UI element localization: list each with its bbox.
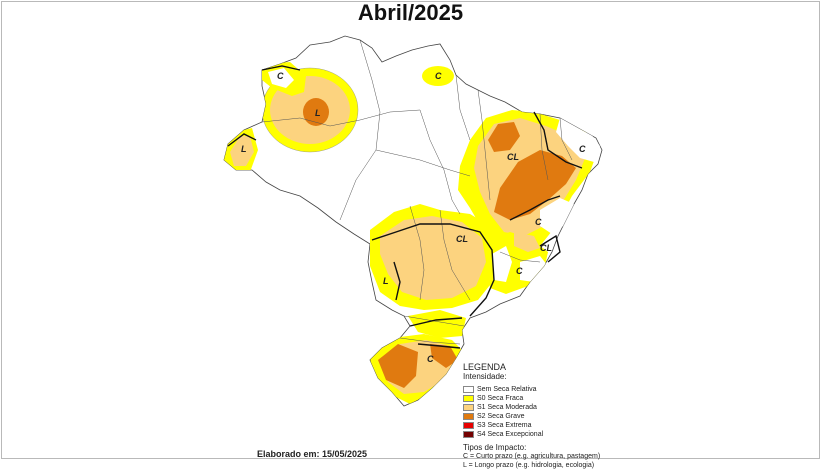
image-frame: [1, 1, 820, 459]
label-cl-centro: CL: [456, 234, 468, 244]
label-l-ms: L: [383, 276, 389, 286]
area-s1-roraima: [268, 68, 294, 88]
impact-boundaries: [227, 65, 583, 349]
area-none-mg2: [520, 256, 548, 282]
area-s0-coast: [540, 198, 574, 234]
legend-label: S0 Seca Fraca: [477, 395, 524, 402]
drought-map: C L L C CL C C CL CL C L C: [223, 35, 603, 407]
map-title: Abril/2025: [357, 0, 464, 25]
legend-swatch: [463, 413, 474, 420]
legend: LEGENDA Intensidade: Sem Seca Relativa S…: [463, 362, 600, 470]
area-none-coast: [556, 118, 600, 162]
area-s0-parana: [408, 310, 466, 338]
legend-swatch: [463, 422, 474, 429]
label-l-amazonas: L: [315, 108, 321, 118]
legend-intensity-heading: Intensidade:: [463, 372, 507, 381]
legend-item: Sem Seca Relativa: [463, 385, 600, 394]
legend-swatch: [463, 386, 474, 393]
legend-swatch: [463, 431, 474, 438]
area-s2-rs-east: [430, 344, 458, 368]
legend-item: S1 Seca Moderada: [463, 403, 600, 412]
area-s0-amapa: [422, 66, 454, 86]
drought-areas: [224, 62, 600, 404]
area-s1-minas: [514, 232, 540, 252]
label-c-roraima: C: [277, 71, 284, 81]
legend-item: S4 Seca Excepcional: [463, 430, 600, 439]
area-s1-centro: [380, 216, 486, 300]
label-l-acre: L: [241, 144, 247, 154]
label-c-nordeste-coast: C: [579, 144, 586, 154]
area-s1-acre: [230, 136, 254, 166]
legend-label: S3 Seca Extrema: [477, 422, 532, 429]
legend-swatch: [463, 404, 474, 411]
legend-item: S0 Seca Fraca: [463, 394, 600, 403]
legend-impact-heading: Tipos de Impacto:: [463, 443, 527, 452]
label-c-amapa: C: [435, 71, 442, 81]
legend-label: S2 Seca Grave: [477, 413, 525, 420]
label-cl-espirito-santo: CL: [540, 243, 552, 253]
label-cl-nordeste: CL: [507, 152, 519, 162]
label-c-bahia: C: [535, 217, 542, 227]
label-c-minas: C: [516, 266, 523, 276]
area-s2-rs-west: [378, 344, 418, 388]
legend-heading: LEGENDA: [463, 362, 507, 372]
credit-text: Elaborado em: 15/05/2025: [257, 449, 368, 459]
legend-item: S2 Seca Grave: [463, 412, 600, 421]
legend-impact-c: C = Curto prazo (e.g. agricultura, pasta…: [463, 453, 601, 460]
state-borders: [261, 39, 573, 345]
legend-item: S3 Seca Extrema: [463, 421, 600, 430]
legend-label: Sem Seca Relativa: [477, 386, 537, 393]
legend-swatch: [463, 395, 474, 402]
area-s2-bahia: [494, 150, 576, 220]
legend-impact-l: L = Longo prazo (e.g. hidrologia, ecolog…: [463, 462, 595, 469]
area-s2-piaui: [488, 122, 520, 152]
label-c-rs: C: [427, 354, 434, 364]
area-s2-amazonas: [303, 98, 329, 126]
legend-label: S1 Seca Moderada: [477, 404, 537, 411]
legend-label: S4 Seca Excepcional: [477, 431, 544, 438]
